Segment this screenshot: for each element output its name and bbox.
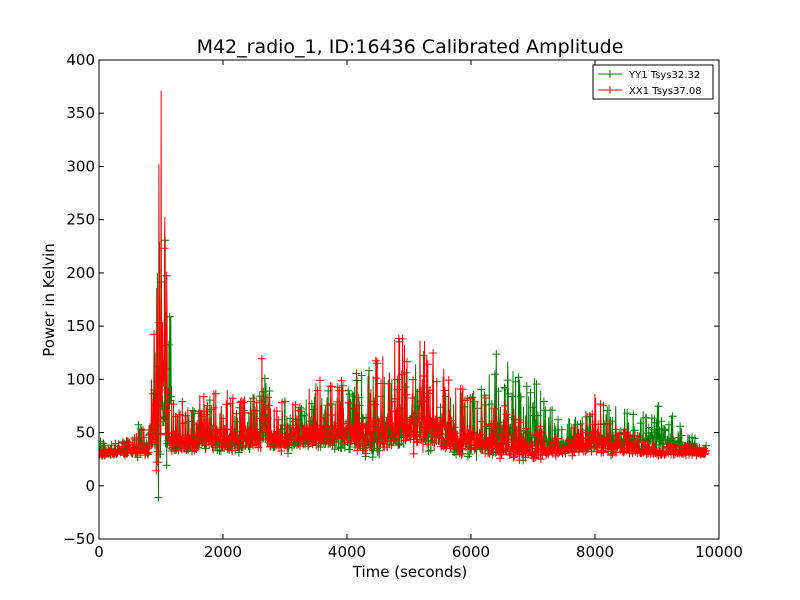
x-tick-label: 4000 bbox=[328, 543, 366, 561]
x-tick-label: 8000 bbox=[576, 543, 614, 561]
y-tick-label: 400 bbox=[66, 51, 95, 69]
y-tick-label: 150 bbox=[66, 317, 95, 335]
x-tick-label: 2000 bbox=[204, 543, 242, 561]
legend: YY1 Tsys32.32 XX1 Tsys37.08 bbox=[593, 65, 713, 99]
x-axis-label: Time (seconds) bbox=[352, 563, 468, 581]
y-tick-label: 0 bbox=[85, 477, 95, 495]
x-tick-label: 6000 bbox=[452, 543, 490, 561]
x-tick-label: 10000 bbox=[695, 543, 743, 561]
plot-area bbox=[99, 60, 719, 539]
x-tick-label: 0 bbox=[94, 543, 104, 561]
chart-title: M42_radio_1, ID:16436 Calibrated Amplitu… bbox=[197, 36, 624, 58]
y-tick-label: 50 bbox=[76, 424, 95, 442]
legend-label: YY1 Tsys32.32 bbox=[628, 70, 700, 81]
y-tick-label: 300 bbox=[66, 157, 95, 175]
y-tick-label: 250 bbox=[66, 211, 95, 229]
y-tick-label: 350 bbox=[66, 104, 95, 122]
legend-label: XX1 Tsys37.08 bbox=[629, 86, 702, 97]
y-tick-label: 200 bbox=[66, 264, 95, 282]
y-axis-label: Power in Kelvin bbox=[40, 243, 58, 357]
y-tick-label: 100 bbox=[66, 370, 95, 388]
y-tick-label: −50 bbox=[63, 530, 95, 548]
